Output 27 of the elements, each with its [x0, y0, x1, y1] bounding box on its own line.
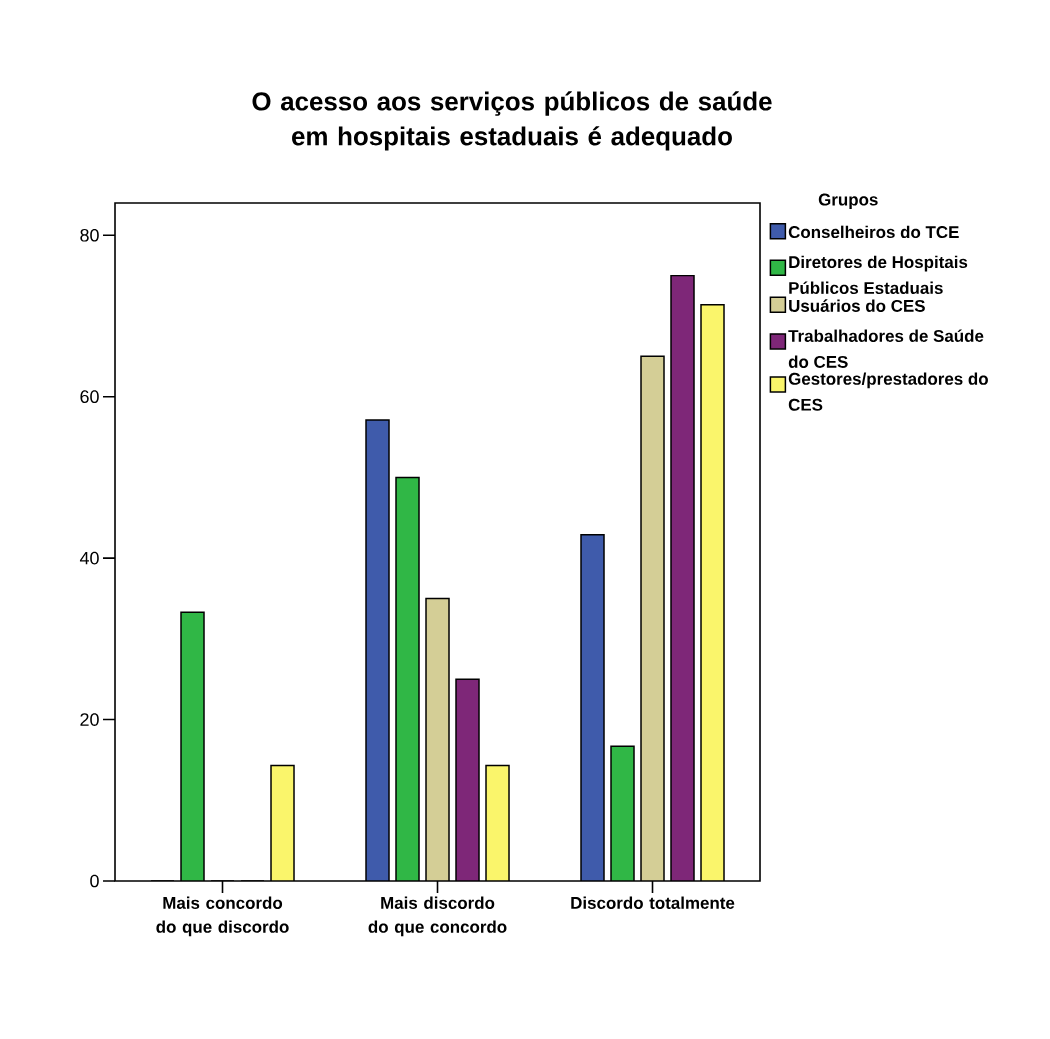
bar	[365, 419, 390, 881]
legend-title: Grupos	[818, 193, 878, 209]
y-tick-label: 20	[80, 713, 99, 726]
legend-label: Diretores de Hospitais Públicos Estaduais	[789, 255, 968, 295]
legend-label: Conselheiros do TCE	[788, 225, 959, 239]
bar	[425, 597, 450, 881]
bar	[455, 678, 480, 881]
legend-label: Usuários do CES	[789, 299, 925, 312]
bar	[485, 764, 510, 881]
chart-title: O acesso aos serviços públicos de saúde em hospitais estaduais é adequado	[252, 91, 772, 151]
legend-label: Trabalhadores de Saúde do CES	[788, 329, 984, 368]
y-tick-label: 80	[80, 228, 99, 242]
bar	[610, 745, 635, 881]
legend-label: Gestores/prestadores do CES	[788, 372, 988, 411]
x-tick-label: Mais discordo do que concordo	[368, 896, 507, 937]
y-tick-label: 60	[80, 390, 99, 404]
bar	[700, 303, 725, 881]
bar	[395, 476, 420, 881]
y-tick-label: 0	[90, 874, 99, 888]
y-tick-label: 40	[79, 551, 99, 565]
bar	[580, 533, 605, 881]
bar	[180, 611, 205, 881]
x-tick-label: Discordo totalmente	[571, 896, 735, 909]
bar	[270, 764, 295, 881]
bar	[670, 274, 695, 881]
bar	[640, 355, 665, 881]
x-tick-label: Mais concordo do que discordo	[156, 896, 289, 937]
